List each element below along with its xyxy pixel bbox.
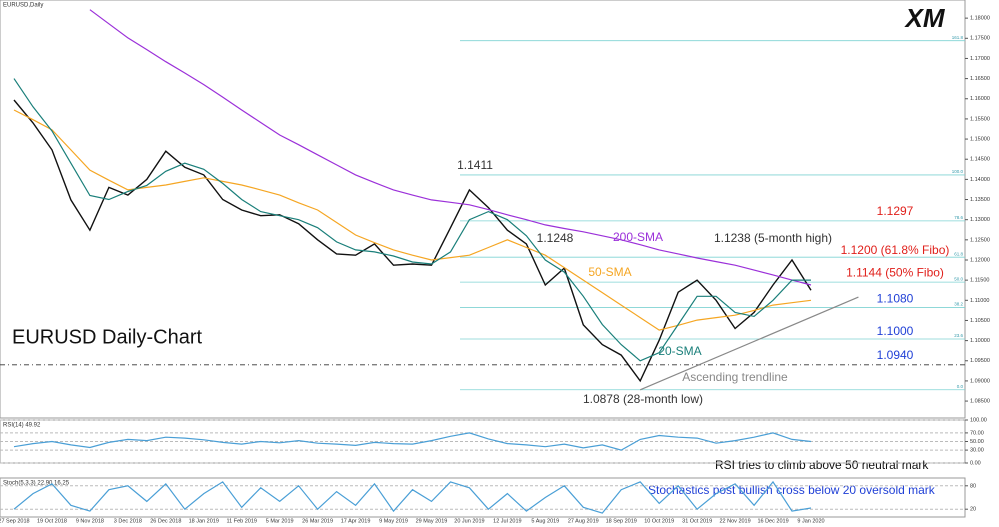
y-tick-label: 1.17000 xyxy=(970,56,990,62)
level-label: 1.1080 xyxy=(877,292,914,306)
series-line xyxy=(13,78,811,362)
y-tick-label: 1.08500 xyxy=(970,399,990,405)
series-line xyxy=(89,9,812,286)
y-tick-label: 1.15500 xyxy=(970,116,990,122)
stoch-panel xyxy=(0,477,966,518)
series-line xyxy=(13,99,812,383)
x-tick-label: 18 Jan 2019 xyxy=(189,518,219,524)
fib-label: 0.0 xyxy=(957,384,964,389)
x-tick-label: 10 Oct 2019 xyxy=(644,518,674,524)
y-tick-label: 1.10500 xyxy=(970,318,990,324)
y-tick-label: 1.11500 xyxy=(970,278,989,284)
fib-label: 23.6 xyxy=(954,333,963,338)
fib-label: 161.8 xyxy=(952,35,964,40)
y-tick-label: 70.00 xyxy=(970,430,984,436)
series-line xyxy=(13,432,812,451)
fib-label: 78.6 xyxy=(954,215,963,220)
panel-note: Stochastics post bullish cross below 20 … xyxy=(648,483,936,497)
x-tick-label: 19 Oct 2018 xyxy=(37,518,67,524)
x-tick-label: 11 Feb 2019 xyxy=(226,518,256,524)
x-tick-label: 3 Dec 2018 xyxy=(114,518,142,524)
logo: XM xyxy=(904,3,946,33)
x-tick-label: 5 Mar 2019 xyxy=(266,518,294,524)
panel-title: RSI(14) 49.92 xyxy=(3,423,41,429)
x-tick-label: 22 Nov 2019 xyxy=(719,518,750,524)
y-tick-label: 1.18000 xyxy=(970,16,990,22)
y-tick-label: 1.16500 xyxy=(970,76,990,82)
trendline xyxy=(639,296,859,391)
chart-title: EURUSD,Daily xyxy=(3,3,43,9)
x-tick-label: 20 Jun 2019 xyxy=(454,518,484,524)
level-label: 1.1000 xyxy=(877,324,914,338)
x-tick-label: 26 Mar 2019 xyxy=(302,518,333,524)
y-tick-label: 1.14000 xyxy=(970,177,990,183)
y-tick-label: 1.15000 xyxy=(970,137,990,143)
y-tick-label: 1.09500 xyxy=(970,358,990,364)
y-tick-label: 1.16000 xyxy=(970,96,990,102)
x-tick-label: 16 Dec 2019 xyxy=(757,518,788,524)
x-tick-label: 29 May 2019 xyxy=(416,518,448,524)
annotation: 50-SMA xyxy=(588,265,631,279)
y-tick-label: 1.12500 xyxy=(970,237,990,243)
level-label: 1.1200 (61.8% Fibo) xyxy=(841,243,950,257)
headline: EURUSD Daily-Chart xyxy=(12,326,202,348)
x-tick-label: 27 Aug 2019 xyxy=(568,518,599,524)
x-tick-label: 9 May 2019 xyxy=(379,518,408,524)
series-line xyxy=(13,480,812,514)
y-tick-label: 1.13500 xyxy=(970,197,990,203)
y-tick-label: 0.00 xyxy=(970,460,981,466)
level-label: 1.1144 (50% Fibo) xyxy=(846,266,944,280)
x-tick-label: 5 Aug 2019 xyxy=(531,518,559,524)
y-tick-label: 50.00 xyxy=(970,439,984,445)
x-tick-label: 9 Jan 2020 xyxy=(797,518,824,524)
x-tick-label: 12 Jul 2019 xyxy=(493,518,521,524)
y-tick-label: 1.13000 xyxy=(970,217,990,223)
y-tick-label: 1.11000 xyxy=(970,298,989,304)
x-tick-label: 27 Sep 2018 xyxy=(0,518,30,524)
panel-note: RSI tries to climb above 50 neutral mark xyxy=(715,458,929,472)
y-tick-label: 1.12000 xyxy=(970,257,990,263)
fib-label: 100.0 xyxy=(952,169,964,174)
x-tick-label: 18 Sep 2019 xyxy=(606,518,637,524)
x-tick-label: 31 Oct 2019 xyxy=(682,518,712,524)
y-tick-label: 30.00 xyxy=(970,448,984,454)
x-tick-label: 26 Dec 2018 xyxy=(150,518,181,524)
x-tick-label: 9 Nov 2018 xyxy=(76,518,104,524)
annotation: 1.1248 xyxy=(537,231,574,245)
fib-label: 50.0 xyxy=(954,276,963,281)
annotation: 1.1411 xyxy=(457,158,493,172)
y-tick-label: 1.09000 xyxy=(970,378,990,384)
y-tick-label: 1.17500 xyxy=(970,36,990,42)
y-tick-label: 80 xyxy=(970,483,976,489)
x-tick-label: 17 Apr 2019 xyxy=(341,518,371,524)
main-panel xyxy=(0,0,966,419)
annotation: 20-SMA xyxy=(658,344,701,358)
level-label: 1.1297 xyxy=(877,204,914,218)
annotation: 1.1238 (5-month high) xyxy=(714,231,832,245)
panel-title: Stoch(5,3,3) 22.90 16.25 xyxy=(3,481,70,487)
fib-label: 61.8 xyxy=(954,251,963,256)
fib-label: 38.2 xyxy=(954,302,963,307)
y-tick-label: 1.10000 xyxy=(970,338,990,344)
level-label: 1.0940 xyxy=(877,348,914,362)
annotation: 1.0878 (28-month low) xyxy=(583,392,703,406)
y-tick-label: 100.00 xyxy=(970,417,987,423)
annotation: 200-SMA xyxy=(613,230,663,244)
y-tick-label: 1.14500 xyxy=(970,157,990,163)
annotation: Ascending trendline xyxy=(682,370,788,384)
y-tick-label: 20 xyxy=(970,507,976,513)
